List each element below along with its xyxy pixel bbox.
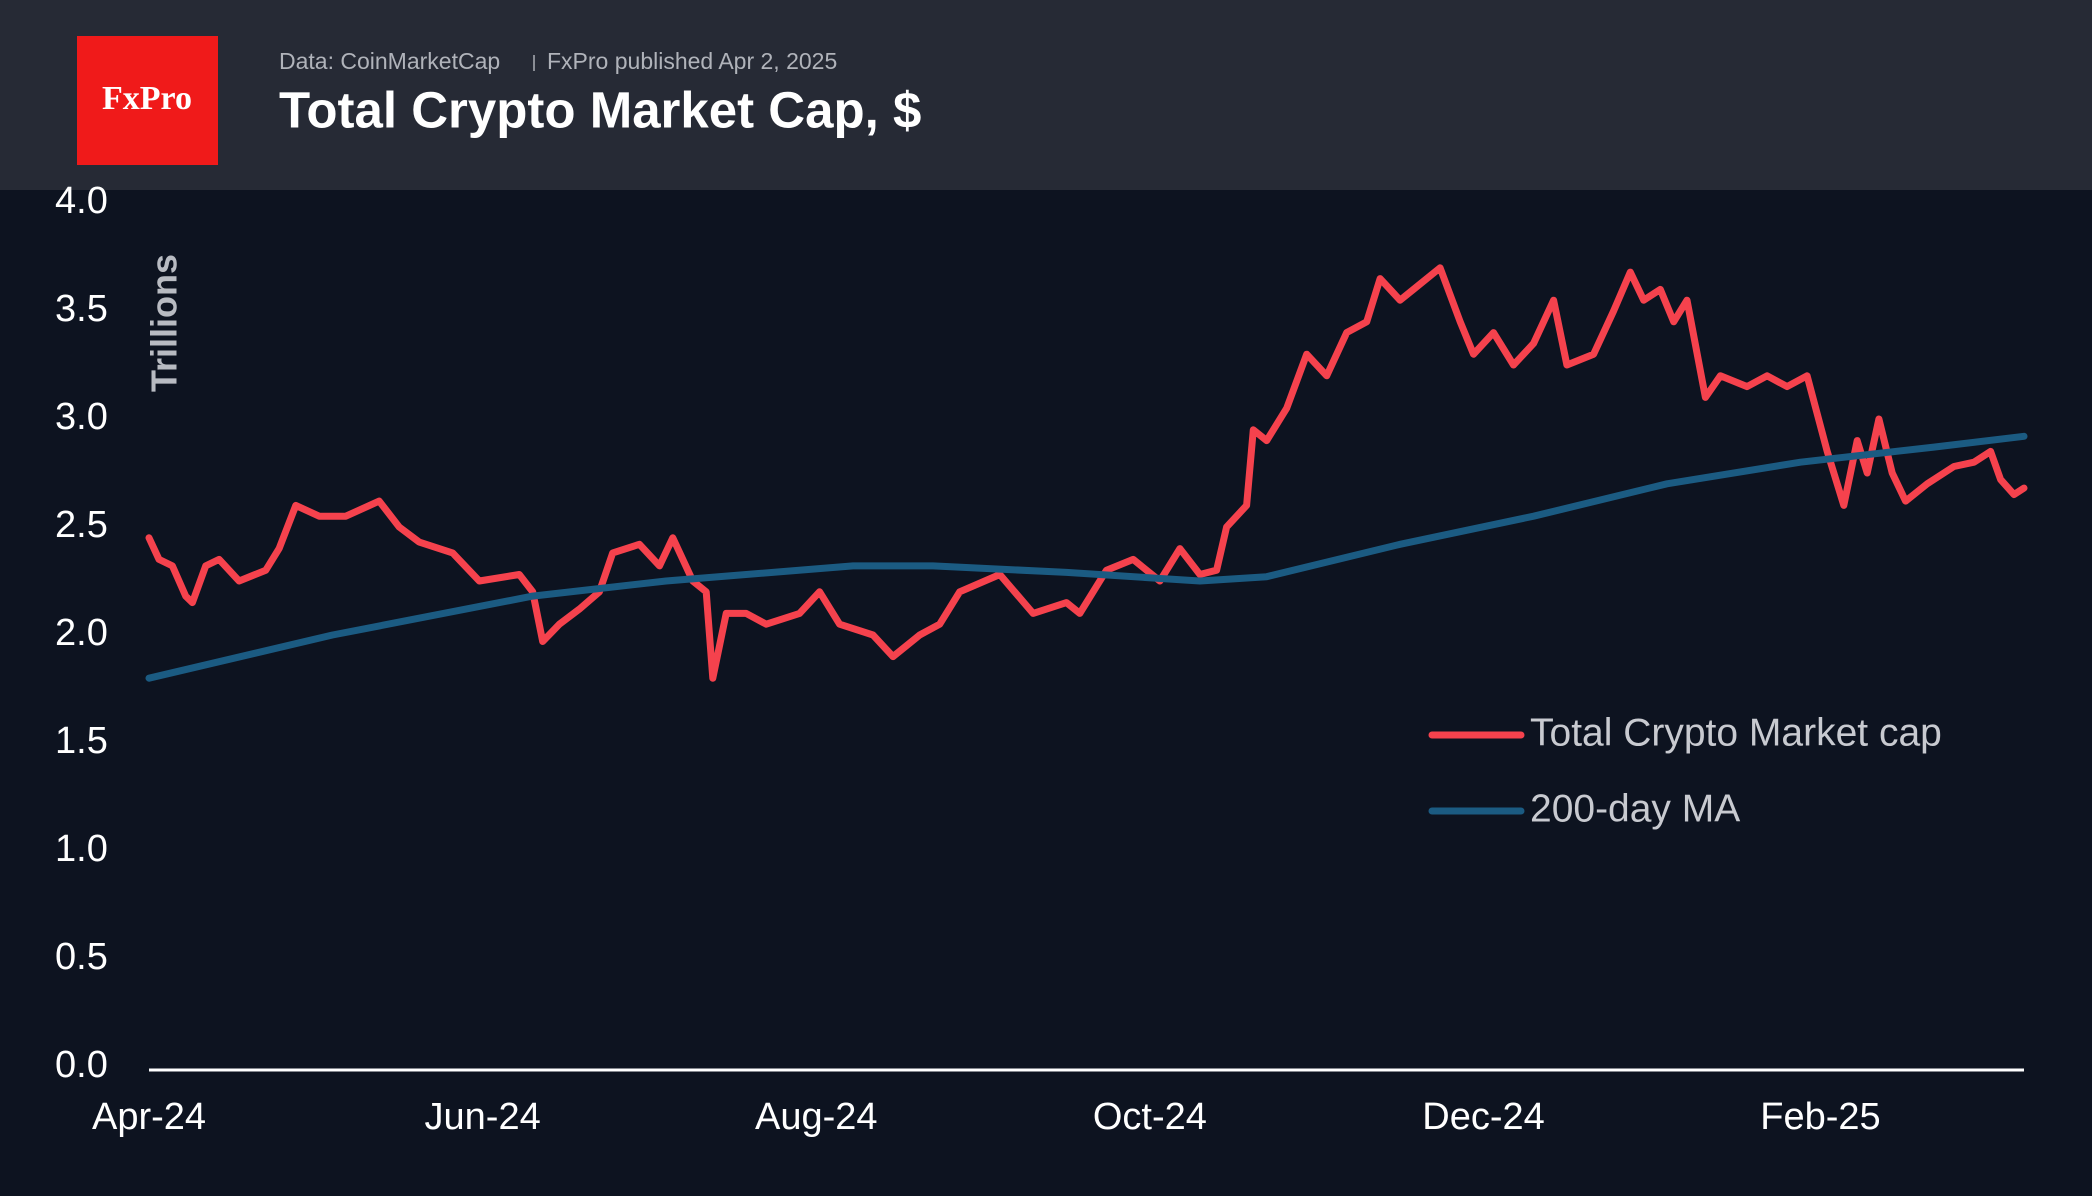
x-tick-label: Jun-24 [425, 1096, 541, 1138]
header [0, 0, 2092, 190]
x-tick-label: Oct-24 [1093, 1096, 1207, 1138]
x-tick-label: Aug-24 [755, 1096, 878, 1138]
y-tick-label: 2.5 [55, 504, 108, 546]
x-tick-label: Apr-24 [92, 1096, 206, 1138]
source: Data: CoinMarketCap [279, 48, 500, 74]
x-tick-label: Dec-24 [1422, 1096, 1545, 1138]
y-tick-label: 1.0 [55, 828, 108, 870]
x-tick-label: Feb-25 [1760, 1096, 1880, 1138]
y-tick-label: 0.0 [55, 1044, 108, 1086]
legend-label: Total Crypto Market cap [1530, 711, 1942, 754]
y-tick-label: 4.0 [55, 180, 108, 222]
y-axis-label: Trillions [144, 254, 185, 392]
y-tick-label: 2.0 [55, 612, 108, 654]
y-tick-label: 1.5 [55, 720, 108, 762]
y-tick-label: 3.0 [55, 396, 108, 438]
y-tick-label: 0.5 [55, 936, 108, 978]
logo: FxPro [102, 80, 192, 117]
series-line [145, 264, 2028, 682]
published: FxPro published Apr 2, 2025 [547, 48, 837, 74]
legend-label: 200-day MA [1530, 787, 1740, 830]
logo-box [77, 36, 218, 165]
chart-title: Total Crypto Market Cap, $ [279, 81, 921, 138]
series-line [145, 432, 2028, 682]
y-tick-label: 3.5 [55, 288, 108, 330]
